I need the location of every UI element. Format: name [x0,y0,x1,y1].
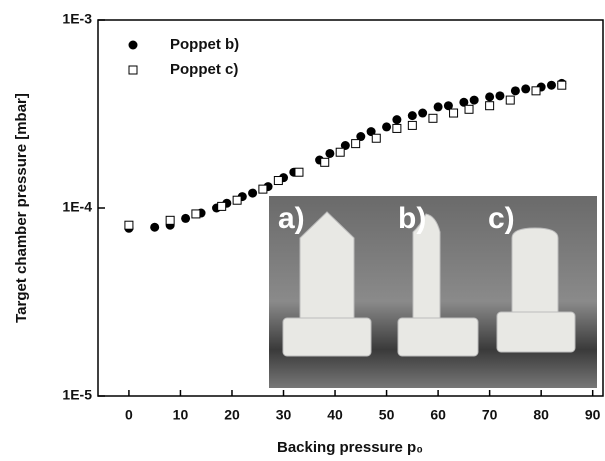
marker [418,109,427,118]
marker [532,87,540,95]
x-tick-label: 30 [276,407,292,423]
x-tick-label: 40 [327,407,343,423]
legend-marker [129,66,137,74]
marker [259,185,267,193]
x-tick-label: 60 [430,407,446,423]
photo-label: c) [488,202,515,235]
y-axis-label: Target chamber pressure [mbar] [13,93,30,323]
marker [485,92,494,101]
marker [558,81,566,89]
marker [429,114,437,122]
marker [233,196,241,204]
marker [218,202,226,210]
marker [408,121,416,129]
marker [336,148,344,156]
x-tick-label: 80 [533,407,549,423]
marker [125,221,133,229]
marker [393,124,401,132]
marker [470,96,479,105]
marker [408,111,417,120]
marker [506,96,514,104]
x-tick-label: 50 [379,407,395,423]
marker [511,86,520,95]
marker [382,122,391,131]
x-tick-label: 70 [482,407,498,423]
inset-photo [269,196,597,388]
marker [434,102,443,111]
legend-label: Poppet b) [170,36,239,53]
x-axis-label: Backing pressure p₀ [277,439,423,456]
y-tick-label: 1E-4 [62,199,92,215]
marker [192,210,200,218]
y-tick-label: 1E-5 [62,387,92,403]
x-tick-label: 0 [125,407,133,423]
marker [486,102,494,110]
photo-label: b) [398,202,426,235]
marker [325,149,334,158]
chart: Target chamber pressure [mbar] Backing p… [0,0,605,461]
marker [450,109,458,117]
marker [166,216,174,224]
marker [150,223,159,232]
legend-label: Poppet c) [170,61,238,78]
marker [248,189,257,198]
marker [352,140,360,148]
marker [547,81,556,90]
marker [495,91,504,100]
marker [521,84,530,93]
photo-label: a) [278,202,305,235]
x-tick-label: 10 [173,407,189,423]
x-tick-label: 20 [224,407,240,423]
marker [372,134,380,142]
marker [181,214,190,223]
marker [392,115,401,124]
marker [274,177,282,185]
x-tick-label: 90 [585,407,601,423]
marker [321,158,329,166]
legend-marker [129,41,138,50]
y-tick-label: 1E-3 [62,11,92,27]
marker [465,105,473,113]
marker [295,168,303,176]
